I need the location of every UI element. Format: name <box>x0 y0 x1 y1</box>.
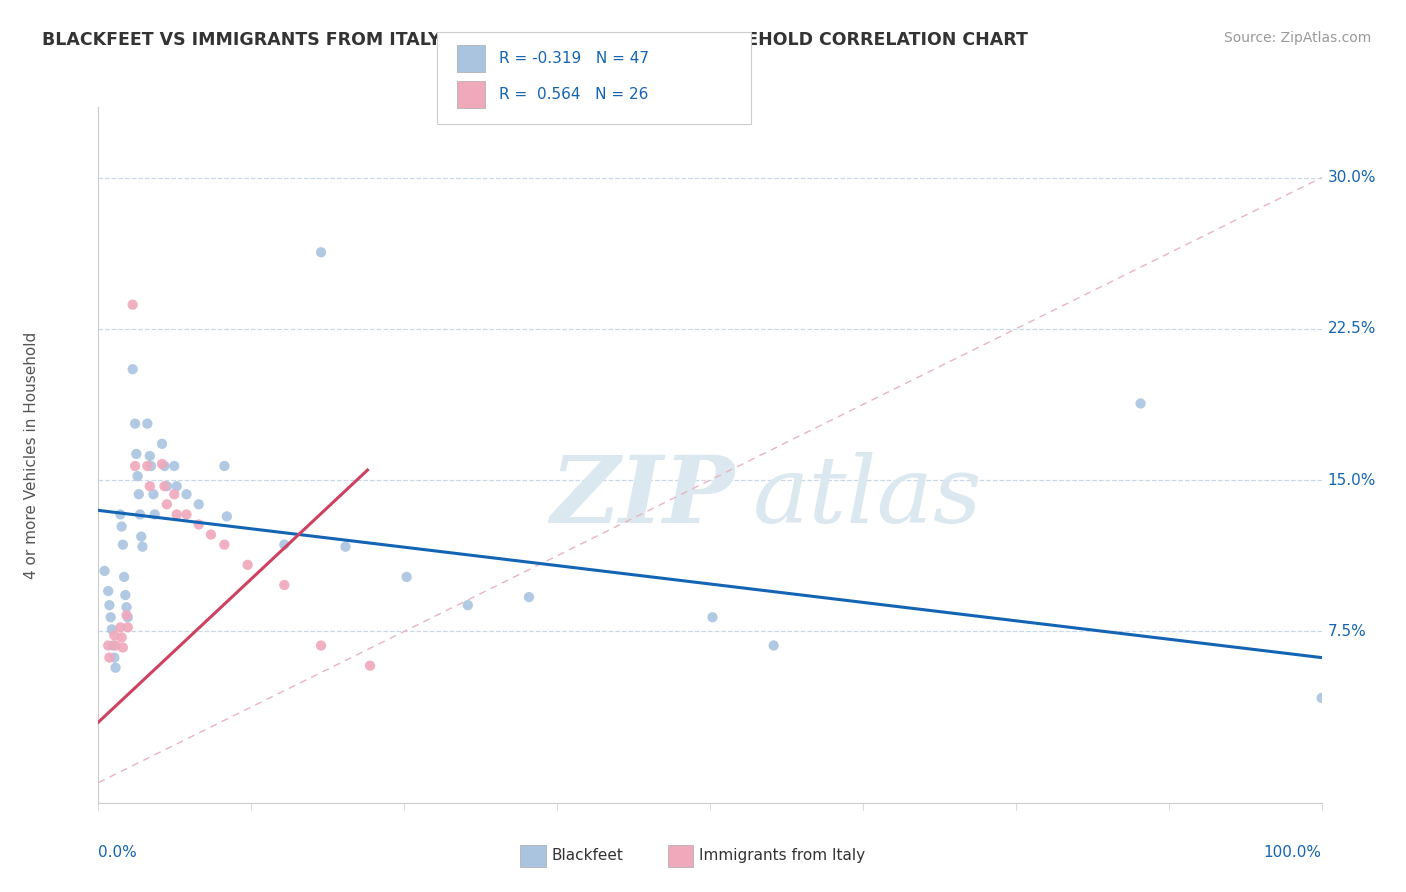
Point <box>114 588 136 602</box>
Point <box>166 479 188 493</box>
Point <box>359 658 381 673</box>
Point <box>150 457 173 471</box>
Point <box>762 639 785 653</box>
Point <box>139 479 162 493</box>
Point <box>129 508 152 522</box>
Text: Source: ZipAtlas.com: Source: ZipAtlas.com <box>1223 31 1371 45</box>
Point <box>187 517 209 532</box>
Point <box>131 540 153 554</box>
Point <box>100 610 122 624</box>
Point <box>125 447 148 461</box>
Point <box>115 608 138 623</box>
Text: 4 or more Vehicles in Household: 4 or more Vehicles in Household <box>24 331 38 579</box>
Point <box>702 610 724 624</box>
Point <box>136 417 159 431</box>
Point <box>156 479 179 493</box>
Point <box>187 497 209 511</box>
Point <box>110 508 132 522</box>
Point <box>117 620 139 634</box>
Text: 100.0%: 100.0% <box>1264 845 1322 860</box>
Point <box>153 479 176 493</box>
Text: R = -0.319   N = 47: R = -0.319 N = 47 <box>499 52 650 66</box>
Point <box>93 564 115 578</box>
Point <box>156 497 179 511</box>
Point <box>215 509 238 524</box>
Point <box>129 530 152 544</box>
Point <box>273 578 295 592</box>
Point <box>176 508 198 522</box>
Point <box>124 458 146 473</box>
Point <box>236 558 259 572</box>
Point <box>139 458 162 473</box>
Point <box>98 598 121 612</box>
Text: 22.5%: 22.5% <box>1327 321 1376 336</box>
Point <box>117 610 139 624</box>
Point <box>103 628 125 642</box>
Point <box>103 650 125 665</box>
Point <box>335 540 357 554</box>
Point <box>142 487 165 501</box>
Point <box>200 527 222 541</box>
Point <box>101 639 124 653</box>
Text: Immigrants from Italy: Immigrants from Italy <box>699 848 865 863</box>
Point <box>150 437 173 451</box>
Point <box>163 458 186 473</box>
Text: 30.0%: 30.0% <box>1327 170 1376 186</box>
Text: ZIP: ZIP <box>550 451 734 541</box>
Point <box>111 631 134 645</box>
Point <box>110 620 132 634</box>
Point <box>176 487 198 501</box>
Point <box>1129 396 1152 410</box>
Point <box>111 640 134 655</box>
Text: 7.5%: 7.5% <box>1327 624 1367 639</box>
Point <box>395 570 418 584</box>
Text: 15.0%: 15.0% <box>1327 473 1376 488</box>
Point <box>127 469 149 483</box>
Point <box>121 298 143 312</box>
Text: atlas: atlas <box>752 451 983 541</box>
Text: BLACKFEET VS IMMIGRANTS FROM ITALY 4 OR MORE VEHICLES IN HOUSEHOLD CORRELATION C: BLACKFEET VS IMMIGRANTS FROM ITALY 4 OR … <box>42 31 1028 49</box>
Point <box>111 538 134 552</box>
Point <box>139 449 162 463</box>
Point <box>214 458 236 473</box>
Point <box>124 417 146 431</box>
Point <box>163 487 186 501</box>
Point <box>115 600 138 615</box>
Point <box>1310 690 1333 705</box>
Point <box>101 623 124 637</box>
Point <box>457 598 479 612</box>
Point <box>98 650 121 665</box>
Point <box>121 362 143 376</box>
Point <box>136 458 159 473</box>
Point <box>153 458 176 473</box>
Point <box>104 639 127 653</box>
Point <box>104 661 127 675</box>
Text: 0.0%: 0.0% <box>98 845 138 860</box>
Point <box>309 245 332 260</box>
Point <box>143 508 166 522</box>
Point <box>97 584 120 599</box>
Point <box>517 590 540 604</box>
Point <box>214 538 236 552</box>
Point <box>166 508 188 522</box>
Point <box>273 538 295 552</box>
Point <box>97 639 120 653</box>
Text: R =  0.564   N = 26: R = 0.564 N = 26 <box>499 87 648 102</box>
Point <box>309 639 332 653</box>
Point <box>112 570 135 584</box>
Point <box>111 519 134 533</box>
Text: Blackfeet: Blackfeet <box>551 848 623 863</box>
Point <box>128 487 150 501</box>
